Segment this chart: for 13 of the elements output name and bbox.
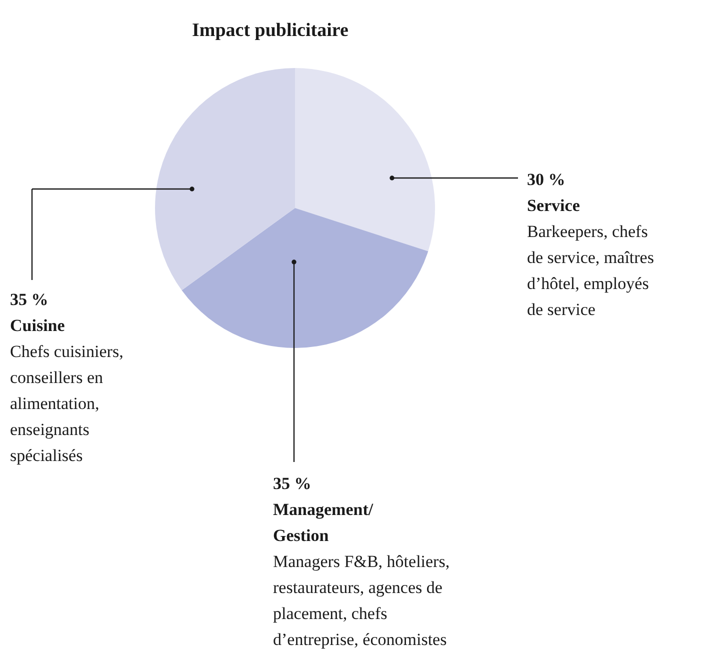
slice-label: Cuisine [10, 316, 66, 335]
text: Chefs cuisiniers, conseillers en alimentation, enseignants spécialisés [10, 342, 124, 465]
text: Barkeepers, chefs de service, maîtres d’hôtel, employés de service [527, 222, 654, 319]
text: Managers F&B, hôteliers, restaurateurs, agences de placement, chefs d’entreprise, économistes [273, 552, 450, 649]
data-label: 35 % [273, 474, 312, 493]
chart-title: Impact publicitaire [192, 20, 348, 41]
pie-slice [295, 68, 435, 252]
data-label: 35 % [10, 290, 48, 309]
pie-slice [155, 68, 295, 290]
slice-label: Service [527, 196, 580, 215]
pie-slice [182, 208, 428, 348]
data-label: 30 % [527, 170, 566, 189]
slice-label: Management/Gestion [273, 500, 374, 545]
